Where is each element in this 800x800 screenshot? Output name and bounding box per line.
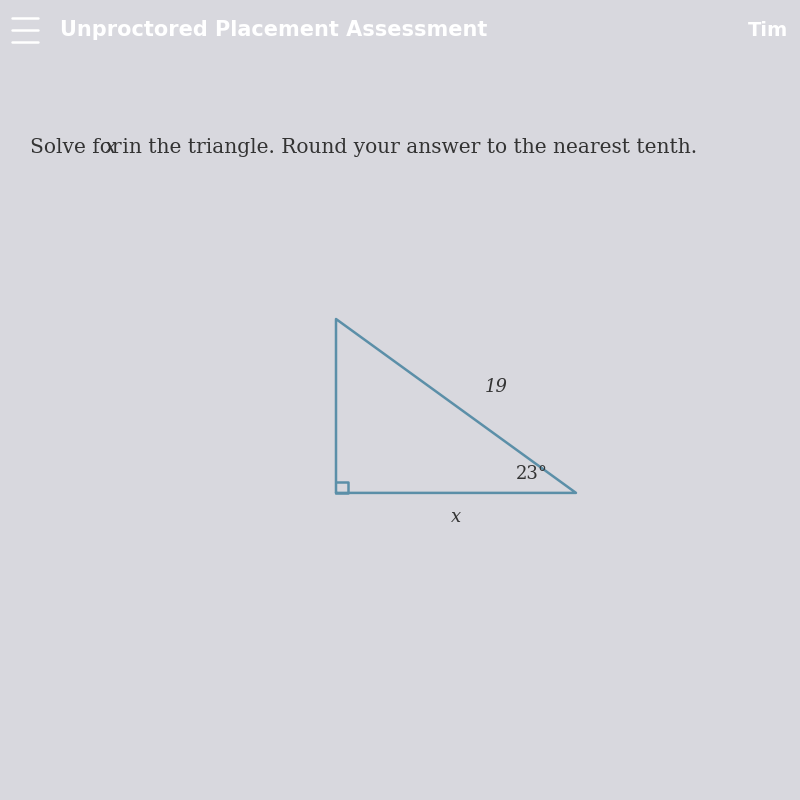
Text: x: x: [451, 507, 461, 526]
Text: 23°: 23°: [516, 466, 548, 483]
Text: Unproctored Placement Assessment: Unproctored Placement Assessment: [60, 20, 487, 40]
Text: 19: 19: [485, 378, 507, 397]
Text: Tim: Tim: [748, 21, 788, 39]
Text: in the triangle. Round your answer to the nearest tenth.: in the triangle. Round your answer to th…: [116, 138, 697, 157]
Text: x: x: [105, 138, 116, 157]
Text: Solve for: Solve for: [30, 138, 128, 157]
